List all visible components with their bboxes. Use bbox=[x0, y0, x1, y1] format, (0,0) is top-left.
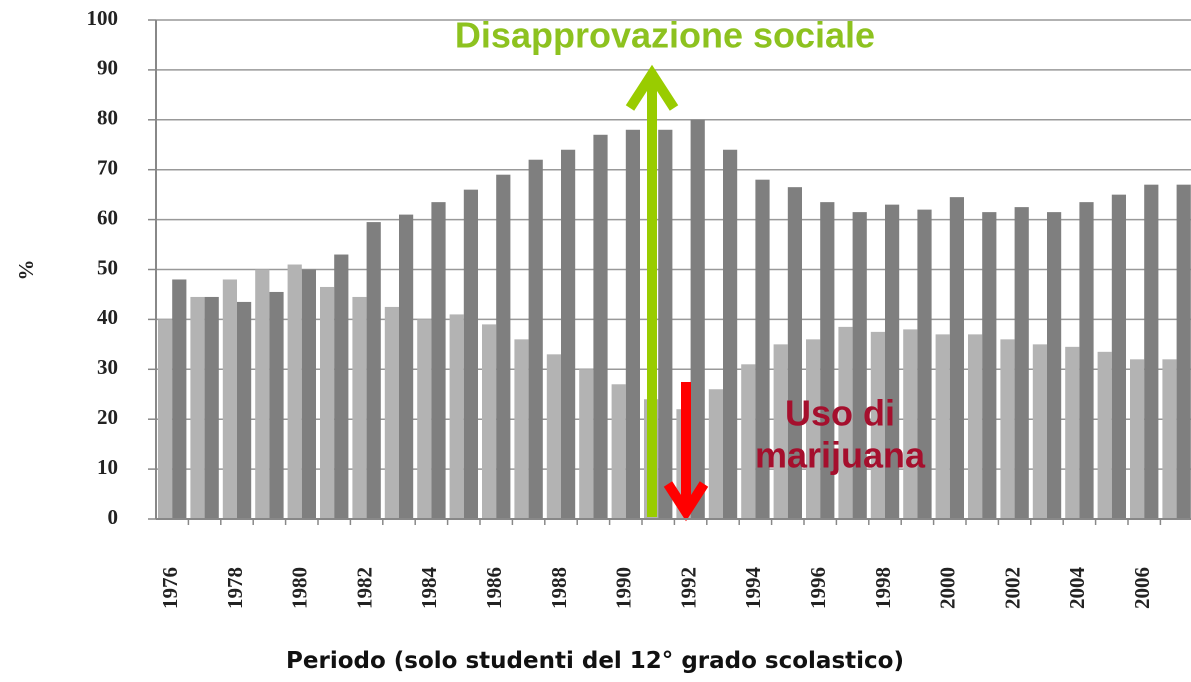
bar bbox=[852, 212, 867, 520]
bar bbox=[935, 334, 950, 519]
x-tick-label: 1996 bbox=[806, 567, 830, 609]
bar bbox=[1162, 359, 1177, 519]
bar bbox=[546, 354, 561, 519]
bar bbox=[463, 189, 478, 519]
bar bbox=[158, 319, 173, 519]
bar bbox=[449, 314, 464, 519]
bar bbox=[1032, 344, 1047, 519]
x-tick-label: 1978 bbox=[223, 567, 247, 609]
y-tick-label: 0 bbox=[108, 505, 119, 529]
x-tick-label: 1986 bbox=[482, 567, 506, 609]
bar bbox=[222, 279, 237, 519]
bar bbox=[870, 331, 885, 519]
x-tick-label: 2004 bbox=[1065, 567, 1089, 610]
y-tick-label: 30 bbox=[97, 355, 118, 379]
bar-layer bbox=[156, 19, 1191, 520]
bar bbox=[806, 339, 821, 519]
bar bbox=[255, 269, 270, 519]
bar bbox=[885, 204, 900, 519]
annotation: Disapprovazione sociale bbox=[455, 15, 875, 56]
x-tick-label: 2002 bbox=[1000, 567, 1024, 609]
bar bbox=[1065, 346, 1080, 519]
green-arrow-head bbox=[625, 64, 679, 111]
bar bbox=[172, 279, 187, 519]
bar bbox=[625, 129, 640, 519]
y-tick-label: 20 bbox=[97, 405, 118, 429]
red-arrow-head bbox=[663, 481, 709, 522]
bar bbox=[982, 212, 997, 520]
bar bbox=[528, 159, 543, 519]
annotation: marijuana bbox=[755, 435, 926, 476]
bar bbox=[1047, 212, 1062, 520]
bar bbox=[1144, 184, 1159, 520]
x-tick-label: 1982 bbox=[352, 567, 376, 609]
bar bbox=[658, 129, 673, 519]
y-tick-label: 40 bbox=[97, 305, 118, 329]
bar bbox=[417, 319, 432, 519]
bar bbox=[204, 296, 219, 519]
y-tick-label: 80 bbox=[97, 106, 118, 130]
y-tick-label: 50 bbox=[97, 255, 118, 279]
bar bbox=[949, 197, 964, 519]
x-tick-label: 1998 bbox=[871, 567, 895, 609]
bar bbox=[1000, 339, 1015, 519]
bar bbox=[514, 339, 529, 519]
x-tick-label: 1980 bbox=[288, 567, 312, 609]
bar bbox=[773, 344, 788, 519]
y-tick-label: 10 bbox=[97, 455, 118, 479]
annotation: Uso di bbox=[785, 393, 895, 434]
bar bbox=[1111, 194, 1126, 519]
x-tick-label: 1992 bbox=[676, 567, 700, 609]
bar bbox=[237, 301, 252, 519]
bar bbox=[269, 291, 284, 519]
bar bbox=[482, 324, 497, 519]
y-tick-label: 100 bbox=[87, 6, 119, 30]
bar bbox=[787, 187, 802, 520]
x-tick-label: 2006 bbox=[1130, 567, 1154, 609]
bar bbox=[561, 149, 576, 520]
bar bbox=[690, 119, 705, 520]
bar bbox=[399, 214, 414, 520]
bar bbox=[1176, 184, 1191, 520]
bar bbox=[755, 179, 770, 519]
bar bbox=[320, 286, 335, 519]
bar bbox=[190, 296, 205, 519]
arrows bbox=[625, 64, 709, 522]
bar bbox=[1079, 202, 1094, 519]
bar bbox=[611, 384, 626, 519]
bar bbox=[820, 202, 835, 519]
bar bbox=[1130, 359, 1145, 519]
bar bbox=[593, 134, 608, 519]
y-axis-label: % bbox=[14, 260, 38, 281]
bar bbox=[352, 296, 367, 519]
bar bbox=[579, 369, 594, 519]
bar bbox=[1097, 351, 1112, 519]
bar bbox=[741, 364, 756, 519]
x-tick-label: 1994 bbox=[741, 567, 765, 610]
bar bbox=[366, 222, 381, 519]
bar bbox=[301, 269, 316, 519]
bar bbox=[1014, 207, 1029, 519]
bar bbox=[838, 326, 853, 519]
x-tick-label: 1976 bbox=[158, 567, 182, 609]
bar bbox=[431, 202, 446, 519]
bar bbox=[496, 174, 511, 519]
y-tick-label: 60 bbox=[97, 205, 118, 229]
x-tick-label: 1984 bbox=[417, 567, 441, 610]
y-tick-label: 70 bbox=[97, 156, 118, 180]
bar bbox=[334, 254, 349, 519]
y-tick-label: 90 bbox=[97, 56, 118, 80]
x-tick-label: 2000 bbox=[936, 567, 960, 609]
bar bbox=[903, 329, 918, 519]
x-tick-label: 1990 bbox=[612, 567, 636, 609]
x-axis-label: Periodo (solo studenti del 12° grado sco… bbox=[286, 648, 904, 674]
x-tick-label: 1988 bbox=[547, 567, 571, 609]
bar bbox=[708, 389, 723, 519]
bar bbox=[968, 334, 983, 519]
bar bbox=[917, 209, 932, 519]
bar bbox=[287, 264, 302, 519]
bar bbox=[384, 306, 399, 519]
bar bbox=[723, 149, 738, 520]
